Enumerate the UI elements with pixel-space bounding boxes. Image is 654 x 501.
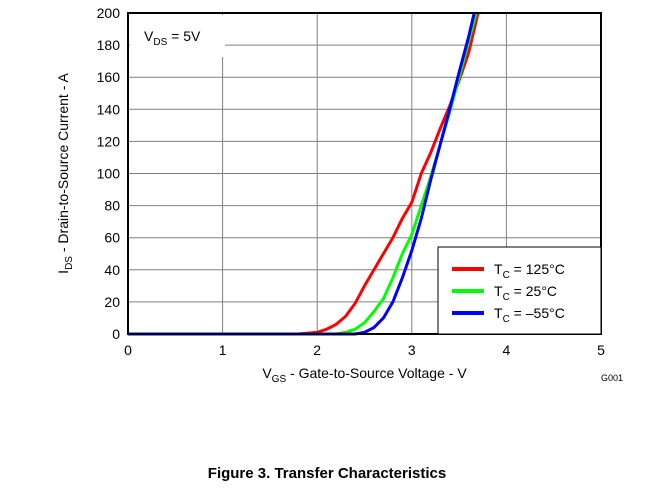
x-axis-label-part: V bbox=[262, 365, 272, 381]
legend-label-part: = 125°C bbox=[510, 261, 565, 277]
plot-frame bbox=[127, 12, 602, 335]
legend-label: TC = 125°C bbox=[494, 261, 565, 281]
y-axis-label-part: I bbox=[55, 270, 71, 274]
legend-label-part: C bbox=[503, 292, 510, 303]
legend-label-part: T bbox=[494, 283, 503, 299]
data-line bbox=[128, 12, 476, 336]
y-tick-label: 180 bbox=[97, 37, 121, 53]
legend-label: TC = –55°C bbox=[494, 305, 565, 325]
y-tick-label: 20 bbox=[104, 294, 120, 310]
y-axis-label: IDS - Drain-to-Source Current - A bbox=[55, 73, 75, 274]
y-tick-label: 120 bbox=[97, 133, 121, 149]
annotation-box bbox=[130, 15, 225, 57]
y-tick-label: 140 bbox=[97, 101, 121, 117]
legend-label-part: T bbox=[494, 305, 503, 321]
y-tick-label: 80 bbox=[104, 198, 120, 214]
x-axis-label-part: GS bbox=[272, 374, 287, 385]
x-axis-label: VGS - Gate-to-Source Voltage - V bbox=[262, 365, 467, 385]
annotation: VDS = 5V bbox=[144, 28, 201, 48]
y-tick-label: 60 bbox=[104, 230, 120, 246]
x-tick-label: 2 bbox=[313, 342, 321, 358]
x-tick-label: 4 bbox=[503, 342, 511, 358]
legend-label-part: = –55°C bbox=[510, 305, 565, 321]
x-axis-label-part: - Gate-to-Source Voltage - V bbox=[286, 365, 467, 381]
legend-label-part: C bbox=[503, 270, 510, 281]
legend-label-part: = 25°C bbox=[510, 283, 557, 299]
legend-label-part: T bbox=[494, 261, 503, 277]
annotation-part: DS bbox=[153, 37, 167, 48]
y-tick-label: 200 bbox=[97, 5, 121, 21]
y-tick-label: 40 bbox=[104, 262, 120, 278]
figure-title: Figure 3. Transfer Characteristics bbox=[208, 465, 446, 482]
annotation-part: = 5V bbox=[167, 28, 201, 44]
figure-id: G001 bbox=[601, 373, 623, 383]
y-axis-label-part: DS bbox=[64, 256, 75, 270]
y-axis-label-part: - Drain-to-Source Current - A bbox=[55, 73, 71, 256]
y-tick-label: 160 bbox=[97, 69, 121, 85]
y-tick-label: 0 bbox=[112, 326, 120, 342]
y-tick-label: 100 bbox=[97, 166, 121, 182]
x-tick-label: 0 bbox=[124, 342, 132, 358]
legend-label-part: C bbox=[503, 314, 510, 325]
x-tick-label: 3 bbox=[408, 342, 416, 358]
annotation-part: V bbox=[144, 28, 154, 44]
legend-label: TC = 25°C bbox=[494, 283, 557, 303]
x-tick-label: 5 bbox=[597, 342, 605, 358]
x-tick-label: 1 bbox=[219, 342, 227, 358]
